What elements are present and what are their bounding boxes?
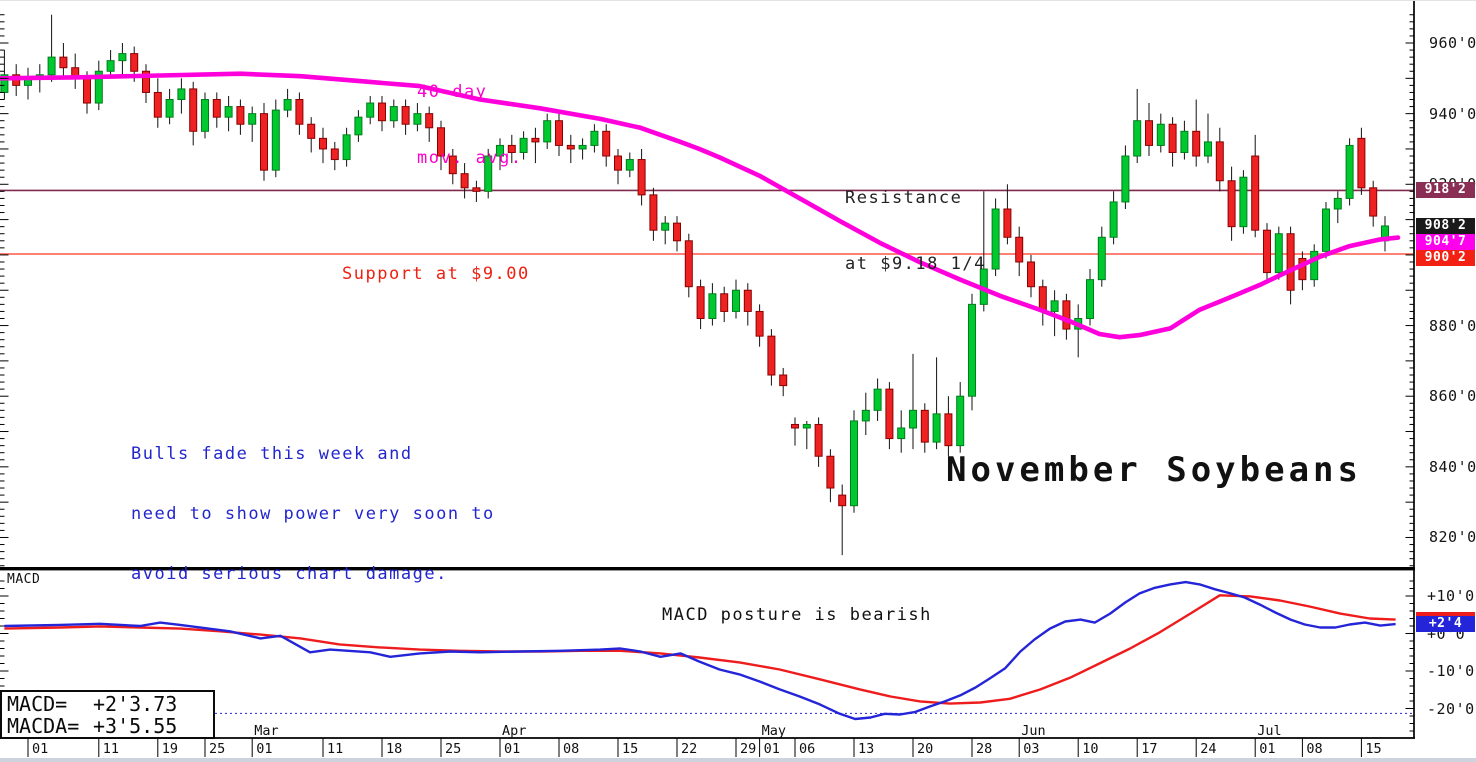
date-tick-label: 13 <box>858 741 875 757</box>
axes-layer <box>0 1 1415 739</box>
month-label: Jul <box>1257 723 1282 739</box>
date-tick-label: 20 <box>917 741 934 757</box>
macd-panel-label: MACD <box>7 572 41 587</box>
panel-separator <box>0 567 1415 571</box>
macd-readout-box: MACD= +2'3.73 MACDA= +3'5.55 <box>0 690 215 739</box>
month-label: Jun <box>1021 723 1046 739</box>
date-tick-label: 01 <box>763 741 780 757</box>
date-tick-label: 01 <box>504 741 521 757</box>
date-tick-label: 01 <box>32 741 49 757</box>
date-tick-label: 08 <box>1306 741 1323 757</box>
price-axis-label: 940'0 <box>1429 104 1476 123</box>
date-tick-label: 01 <box>1259 741 1276 757</box>
macd-axis-label: +10'0 <box>1427 587 1475 605</box>
date-tick-label: 03 <box>1023 741 1040 757</box>
resistance-annotation-line2: at $9.18 1/4 <box>845 254 986 274</box>
price-axis-label: 880'0 <box>1429 316 1476 335</box>
date-tick-label: 19 <box>161 741 179 757</box>
date-tick-label: 25 <box>209 741 226 757</box>
price-axis-label: 860'0 <box>1429 387 1476 406</box>
macd-readout-label: MACD= <box>7 692 68 716</box>
macd-readout-row: MACD= +2'3.73 <box>7 693 213 715</box>
date-tick-label: 29 <box>740 741 757 757</box>
commentary-annotation: Bulls fade this week and need to show po… <box>131 404 495 624</box>
commentary-line2: need to show power very soon to <box>131 504 495 524</box>
date-tick-label: 11 <box>327 741 344 757</box>
date-tick-label: 17 <box>1141 741 1158 757</box>
date-tick-label: 18 <box>386 741 403 757</box>
price-level-badge: 908'2 <box>1416 217 1475 234</box>
chart-title: November Soybeans <box>946 450 1362 490</box>
month-label: May <box>761 723 786 739</box>
date-tick-label: 28 <box>976 741 993 757</box>
date-tick-label: 11 <box>102 741 120 757</box>
price-axis-label: 840'0 <box>1429 457 1476 476</box>
price-level-badge: 904'7 <box>1416 233 1475 250</box>
support-resistance-lines <box>0 189 1414 255</box>
macd-value-badge: +2'4 <box>1416 616 1475 633</box>
commentary-line1: Bulls fade this week and <box>131 444 413 464</box>
moving-average-line <box>0 71 1401 340</box>
date-tick-label: 15 <box>622 741 639 757</box>
price-level-badge: 918'2 <box>1416 182 1475 199</box>
date-tick-label: 06 <box>799 741 816 757</box>
date-tick-label: 10 <box>1082 741 1099 757</box>
macda-readout-value: +3'5.55 <box>93 714 178 738</box>
macda-readout-label: MACDA= <box>7 714 80 738</box>
date-tick-label: 01 <box>256 741 273 757</box>
month-label: Apr <box>502 723 527 739</box>
price-axis-label: 820'0 <box>1429 528 1476 547</box>
tick-marks-layer <box>0 14 1414 757</box>
moving-average-annotation: 40-day mov. avg. <box>417 37 523 213</box>
commentary-line3: avoid serious chart damage. <box>131 564 448 584</box>
macd-axis-label: -10'0 <box>1427 662 1475 680</box>
date-tick-label: 25 <box>445 741 462 757</box>
date-tick-label: 22 <box>681 741 698 757</box>
resistance-annotation-line1: Resistance <box>845 188 963 208</box>
date-tick-label: 24 <box>1200 741 1217 757</box>
price-axis-label: 960'0 <box>1429 34 1476 52</box>
support-annotation: Support at $9.00 <box>342 264 530 284</box>
month-label: Mar <box>254 723 279 739</box>
macda-readout-row: MACDA= +3'5.55 <box>7 715 213 737</box>
macd-axis-label: -20'0 <box>1427 699 1475 718</box>
ma-annotation-line1: 40-day <box>417 82 488 102</box>
macd-lines-layer <box>0 580 1414 721</box>
price-level-badge: 900'2 <box>1416 249 1475 266</box>
resistance-annotation: Resistance at $9.18 1/4 <box>845 143 986 319</box>
date-tick-label: 08 <box>563 741 580 757</box>
macd-comment-annotation: MACD posture is bearish <box>662 605 932 625</box>
ma-annotation-line2: mov. avg. <box>417 148 523 168</box>
macd-readout-value: +2'3.73 <box>93 692 178 716</box>
bottom-window-strip <box>0 758 1476 762</box>
date-tick-label: 15 <box>1365 741 1382 757</box>
